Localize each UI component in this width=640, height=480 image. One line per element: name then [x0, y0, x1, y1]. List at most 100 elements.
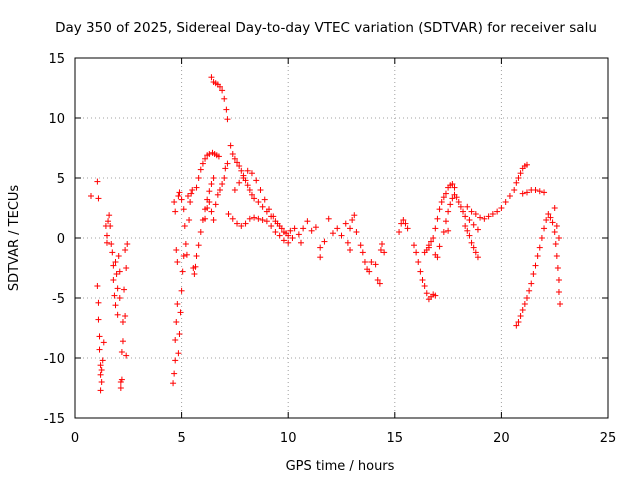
data-point: [242, 220, 249, 227]
chart-title: Day 350 of 2025, Sidereal Day-to-day VTE…: [55, 20, 597, 36]
data-point: [515, 175, 522, 181]
data-point: [251, 214, 258, 221]
data-point: [179, 268, 186, 275]
data-point: [123, 265, 130, 271]
data-point: [231, 187, 238, 193]
data-point: [553, 253, 560, 259]
data-point: [545, 211, 552, 217]
data-point: [124, 241, 131, 247]
data-point: [225, 211, 232, 217]
data-point: [257, 187, 264, 193]
data-point: [344, 239, 351, 246]
data-point: [231, 155, 238, 162]
data-point: [376, 280, 383, 287]
data-point: [449, 195, 456, 202]
data-point: [274, 220, 281, 227]
data-point: [246, 215, 253, 222]
data-point: [182, 241, 189, 247]
data-point: [177, 309, 184, 316]
data-point: [515, 319, 522, 325]
data-point: [180, 206, 187, 213]
data-point: [430, 235, 437, 241]
data-point: [460, 208, 467, 215]
data-point: [432, 292, 439, 299]
data-point: [103, 239, 110, 246]
data-point: [95, 195, 102, 202]
data-point: [96, 346, 103, 353]
data-point: [234, 159, 241, 166]
data-points: [87, 74, 564, 394]
data-point: [236, 179, 243, 186]
data-point: [244, 167, 251, 174]
data-point: [219, 181, 226, 187]
data-point: [186, 217, 193, 223]
data-point: [172, 337, 179, 343]
data-point: [368, 259, 375, 265]
x-tick-label: 15: [387, 431, 404, 446]
data-point: [175, 350, 182, 357]
x-tick-label: 20: [493, 431, 510, 446]
y-tick-label: -5: [52, 292, 65, 307]
data-point: [502, 199, 509, 205]
data-point: [253, 177, 260, 184]
data-point: [187, 199, 194, 205]
data-point: [212, 201, 219, 208]
data-point: [555, 277, 562, 283]
data-point: [445, 227, 452, 234]
data-point: [283, 230, 290, 237]
data-point: [464, 227, 471, 234]
x-tick-label: 10: [280, 431, 297, 446]
data-point: [554, 265, 561, 271]
data-point: [259, 217, 266, 223]
data-point: [517, 313, 524, 319]
data-point: [436, 206, 443, 213]
data-point: [455, 199, 462, 205]
data-point: [538, 235, 545, 241]
x-tick-label: 5: [177, 431, 185, 446]
data-point: [379, 241, 386, 247]
data-point: [428, 238, 435, 245]
data-point: [300, 225, 307, 232]
data-point: [123, 352, 130, 359]
data-point: [176, 331, 183, 337]
data-point: [261, 196, 268, 203]
data-point: [202, 155, 209, 162]
data-point: [208, 181, 215, 187]
data-point: [171, 370, 178, 377]
data-point: [266, 206, 273, 213]
data-point: [188, 190, 195, 197]
data-point: [268, 223, 275, 229]
y-axis-label: SDTVAR / TECUs: [7, 185, 22, 292]
data-point: [453, 194, 460, 201]
data-point: [532, 262, 539, 269]
data-point: [536, 244, 543, 251]
data-point: [172, 208, 179, 215]
data-point: [374, 277, 381, 283]
data-point: [470, 244, 477, 251]
data-point: [251, 195, 258, 202]
y-tick-label: -15: [44, 412, 65, 427]
data-point: [119, 338, 126, 345]
data-point: [210, 175, 217, 181]
data-point: [197, 166, 204, 173]
data-point: [193, 253, 200, 259]
data-point: [240, 175, 247, 181]
y-tick-label: 15: [48, 52, 65, 67]
data-point: [457, 203, 464, 210]
data-point: [106, 212, 113, 219]
data-point: [204, 205, 211, 211]
data-point: [216, 187, 223, 193]
data-point: [530, 271, 537, 277]
data-point: [438, 199, 445, 205]
data-point: [105, 218, 112, 225]
data-point: [112, 259, 119, 265]
data-point: [347, 225, 354, 232]
data-point: [442, 218, 449, 225]
data-point: [195, 175, 202, 181]
data-point: [291, 225, 298, 232]
data-point: [122, 247, 129, 253]
data-point: [381, 249, 388, 256]
y-tick-label: 5: [57, 172, 65, 187]
data-point: [534, 253, 541, 259]
x-tick-label: 0: [71, 431, 79, 446]
